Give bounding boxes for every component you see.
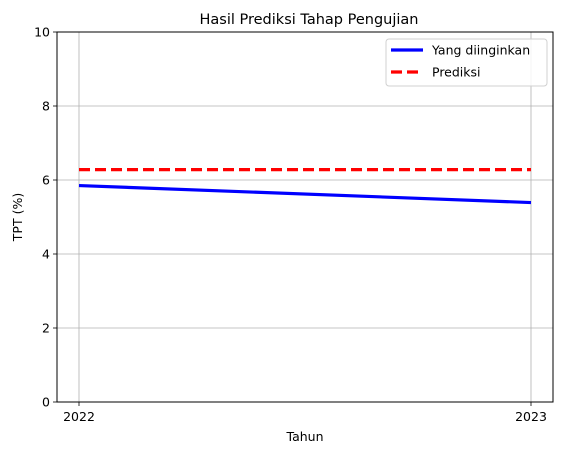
x-tick-label: 2022 [63, 409, 95, 424]
y-tick-label: 4 [42, 247, 50, 262]
series-lines [78, 168, 532, 205]
y-tick-label: 2 [42, 321, 50, 336]
y-axis-ticks: 0 2 4 6 8 10 [34, 25, 57, 410]
grid-lines [57, 31, 553, 403]
legend-box [385, 38, 548, 87]
y-axis-label: TPT (%) [10, 193, 25, 242]
y-tick-label: 0 [42, 395, 50, 410]
plot-area-frame [56, 31, 554, 403]
y-tick-label: 6 [42, 173, 50, 188]
legend: Yang diinginkan Prediksi [385, 38, 548, 87]
y-tick-label: 10 [34, 25, 50, 40]
x-tick-label: 2023 [515, 409, 547, 424]
x-axis-ticks: 2022 2023 [63, 402, 547, 424]
legend-label: Prediksi [432, 65, 481, 80]
x-axis-label: Tahun [286, 429, 324, 444]
legend-label: Yang diinginkan [431, 43, 530, 58]
y-tick-label: 8 [42, 99, 50, 114]
chart-title: Hasil Prediksi Tahap Pengujian [200, 12, 419, 28]
series-line [78, 183, 532, 205]
